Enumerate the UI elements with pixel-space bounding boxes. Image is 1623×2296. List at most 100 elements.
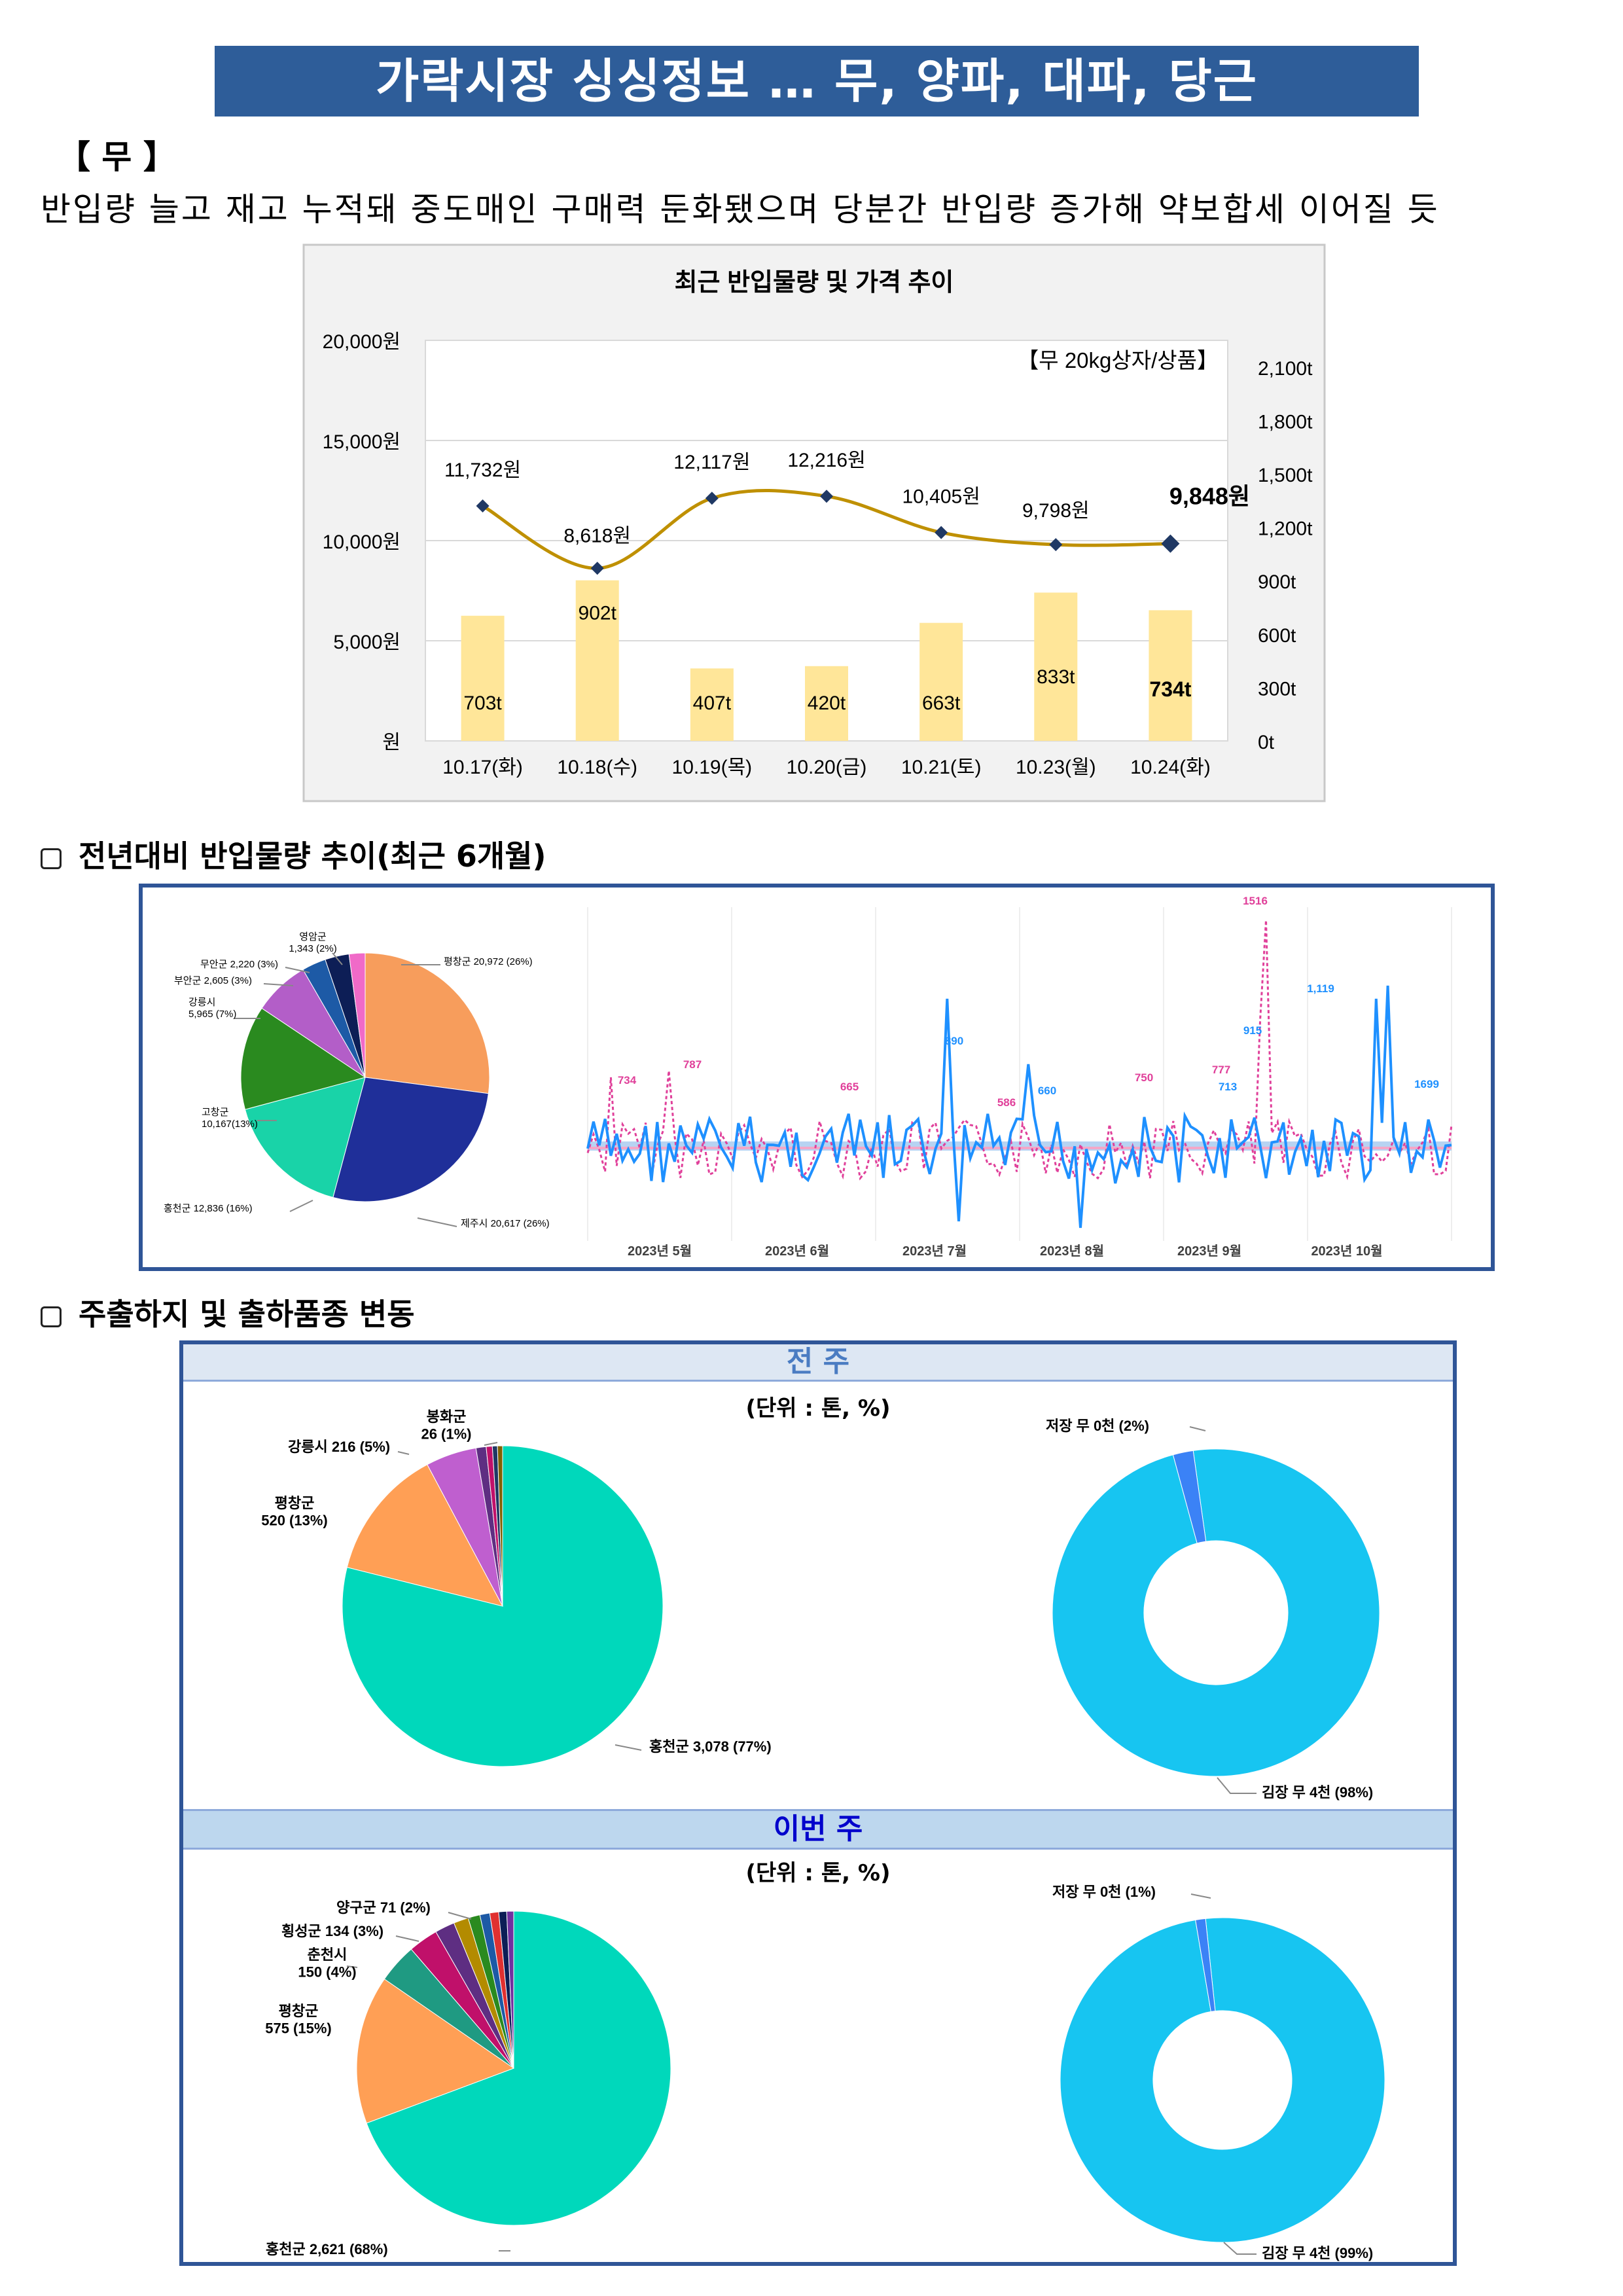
- leader-line: [417, 1217, 457, 1227]
- checkbox-icon: [41, 1306, 62, 1327]
- price-label: 10,405원: [902, 486, 980, 508]
- right-tick-label: 1,200t: [1258, 518, 1313, 540]
- volume-label: 407t: [693, 692, 732, 714]
- leader-line: [1190, 1893, 1211, 1899]
- peak-label: 1516: [1243, 895, 1268, 907]
- this-week-header: 이번 주: [183, 1809, 1453, 1850]
- volume-bar: [461, 615, 505, 741]
- section-origin-heading: 주출하지 및 출하품종 변동: [41, 1291, 415, 1334]
- pie-label: 저장 무 0천 (2%): [1046, 1418, 1149, 1434]
- pie-slice: [244, 1077, 366, 1198]
- pie-label: 양구군 71 (2%): [336, 1899, 431, 1916]
- pie-label: 26 (1%): [421, 1426, 471, 1442]
- volume-trend-charts: 평창군 20,972 (26%) 제주시 20,617 (26%) 홍천군 12,8…: [164, 895, 1453, 1259]
- category-label: 10.24(화): [1130, 757, 1211, 778]
- pie-label: 150 (4%): [298, 1964, 356, 1980]
- leader-line: [1189, 1426, 1206, 1431]
- peak-label: 1,119: [1307, 982, 1334, 995]
- right-tick-label: 300t: [1258, 678, 1296, 700]
- leader-line: [1217, 1777, 1257, 1794]
- peak-label: 586: [997, 1096, 1016, 1109]
- peak-label: 750: [1135, 1071, 1153, 1084]
- pie-label: 김장 무 4천 (98%): [1262, 1784, 1373, 1801]
- pie-label: 저장 무 0천 (1%): [1052, 1884, 1156, 1900]
- volume-label: 703t: [463, 692, 502, 714]
- this-week-unit: (단위 : 톤, %): [745, 1860, 891, 1886]
- pie-slice: [366, 1910, 671, 2226]
- leader-line: [332, 952, 343, 965]
- pie-slice: [1172, 1450, 1207, 1544]
- pie-label: 홍천군 3,078 (77%): [649, 1738, 772, 1755]
- section-volume-trend-title: 전년대비 반입물량 추이(최근 6개월): [79, 838, 546, 874]
- category-label: 10.21(토): [901, 757, 982, 778]
- pie-label: 횡성군 134 (3%): [281, 1923, 383, 1939]
- pie-slice: [365, 952, 490, 1094]
- pie-label: 575 (15%): [265, 2020, 332, 2036]
- price-point: [476, 499, 490, 513]
- category-label: 10.20(금): [787, 757, 867, 778]
- volume-label: 663t: [922, 692, 961, 714]
- peak-label: 660: [1038, 1085, 1056, 1097]
- leader-line: [263, 983, 294, 986]
- left-tick-label: 원: [382, 732, 401, 753]
- volume-bar: [919, 622, 963, 741]
- price-point: [1161, 534, 1180, 553]
- month-label: 2023년 8월: [1040, 1244, 1104, 1259]
- left-tick-label: 20,000원: [323, 331, 401, 353]
- price-point: [820, 490, 833, 503]
- peak-label: 890: [945, 1035, 963, 1047]
- pie-label: 홍천군 12,836 (16%): [164, 1202, 253, 1214]
- price-volume-chart: 최근 반입물량 및 가격 추이 20,000원 15,000원 10,000원 5,0…: [302, 243, 1326, 802]
- pie-label: 영암군: [299, 931, 327, 942]
- pie-slice: [348, 952, 366, 1078]
- month-label: 2023년 7월: [902, 1244, 967, 1259]
- volume-trend-panel: 평창군 20,972 (26%) 제주시 20,617 (26%) 홍천군 12,8…: [139, 884, 1495, 1271]
- volume-label: 420t: [808, 692, 846, 714]
- last-year-line: [586, 920, 1453, 1181]
- price-label: 12,216원: [787, 450, 865, 471]
- prev-week-unit: (단위 : 톤, %): [745, 1395, 891, 1422]
- section-origin-title: 주출하지 및 출하품종 변동: [79, 1297, 415, 1332]
- pie-label: 강릉시 216 (5%): [288, 1439, 390, 1455]
- leader-line: [615, 1744, 642, 1751]
- pie-label: 520 (13%): [261, 1512, 328, 1528]
- chart-title: 최근 반입물량 및 가격 추이: [675, 269, 954, 296]
- pie-label: 춘천시: [308, 1946, 348, 1963]
- leader-line: [397, 1451, 410, 1455]
- pie-slice: [1195, 1918, 1216, 2013]
- pie-label: 홍천군 2,621 (68%): [266, 2241, 388, 2257]
- leader-line: [346, 1965, 358, 1968]
- prev-week-header: 전 주: [183, 1344, 1453, 1382]
- right-tick-label: 900t: [1258, 571, 1296, 593]
- volume-label: 902t: [579, 603, 617, 624]
- pie-label: 제주시 20,617 (26%): [461, 1218, 550, 1229]
- left-tick-label: 5,000원: [333, 632, 401, 653]
- chart-unit-note: 【무 20kg상자/상품】: [1017, 348, 1219, 372]
- peak-label: 713: [1219, 1081, 1237, 1093]
- price-label: 11,732원: [444, 459, 521, 481]
- pie-label: 5,965 (7%): [188, 1009, 236, 1020]
- leader-line: [289, 1200, 313, 1212]
- price-point: [1049, 538, 1063, 552]
- month-label: 2023년 9월: [1177, 1244, 1241, 1259]
- price-label: 9,848원: [1169, 483, 1250, 510]
- pie-label: 10,167(13%): [202, 1119, 258, 1130]
- this-year-line: [586, 985, 1452, 1229]
- right-tick-label: 2,100t: [1258, 358, 1313, 380]
- month-label: 2023년 6월: [765, 1244, 829, 1259]
- pie-slice: [497, 1445, 503, 1607]
- price-point: [705, 492, 719, 505]
- category-label: 10.17(화): [442, 757, 523, 778]
- checkbox-icon: [41, 848, 62, 869]
- section-label: 【 무 】: [58, 138, 176, 176]
- peak-label: 1699: [1414, 1078, 1439, 1090]
- peak-label: 915: [1243, 1024, 1262, 1037]
- peak-label: 734: [618, 1074, 637, 1086]
- pie-slice: [1052, 1448, 1380, 1777]
- pie-slice: [346, 1464, 503, 1607]
- summary-text: 반입량 늘고 재고 누적돼 중도매인 구매력 둔화됐으며 당분간 반입량 증가해…: [41, 190, 1440, 228]
- category-label: 10.23(월): [1016, 757, 1096, 778]
- page-title: 가락시장 싱싱정보 … 무, 양파, 대파, 당근: [215, 46, 1419, 117]
- pie-label: 무안군 2,220 (3%): [200, 959, 278, 970]
